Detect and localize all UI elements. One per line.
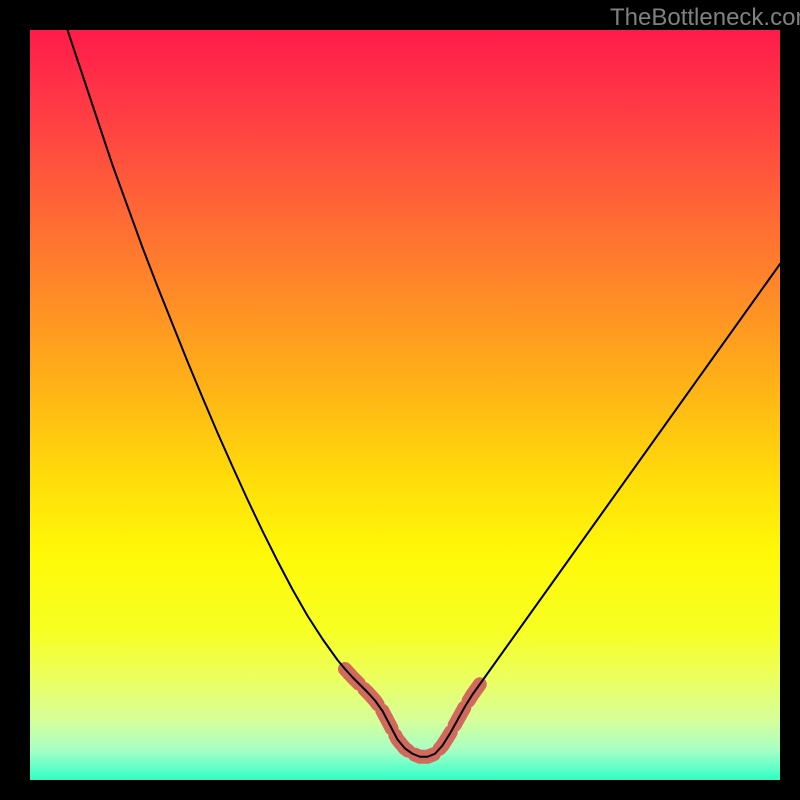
watermark-text: TheBottleneck.com <box>610 4 800 32</box>
bottleneck-chart <box>0 0 800 800</box>
chart-background-gradient <box>30 30 780 780</box>
